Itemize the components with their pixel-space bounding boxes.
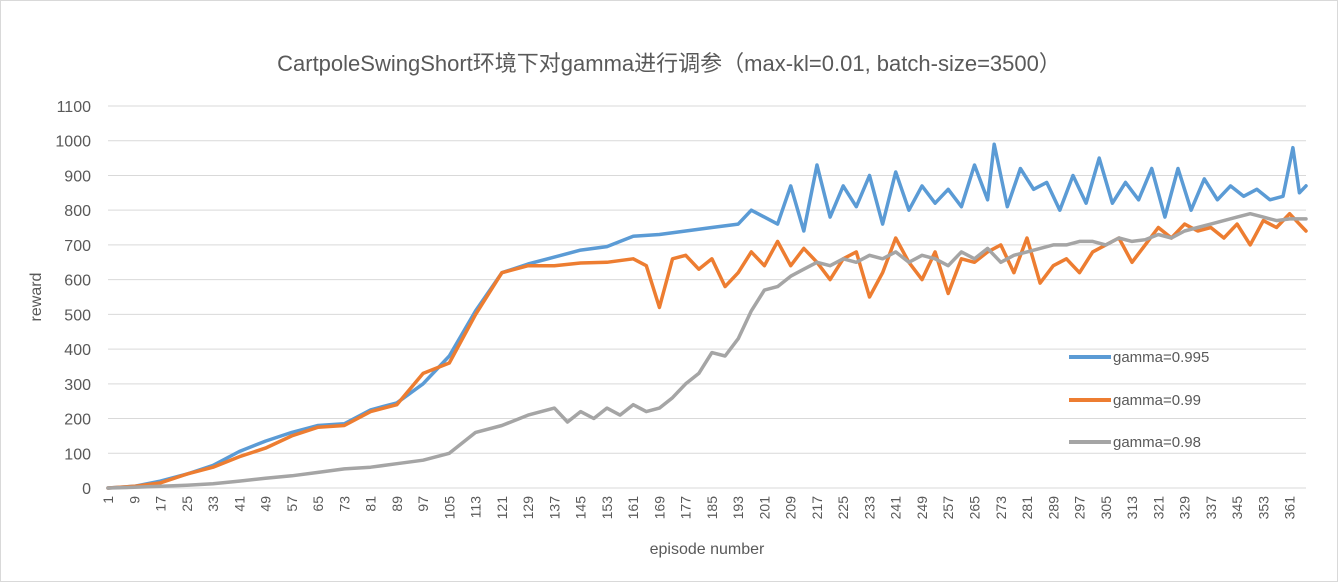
x-tick-label: 305 (1098, 496, 1114, 520)
y-axis-label: reward (28, 273, 45, 322)
x-tick-label: 121 (494, 496, 510, 520)
y-tick-label: 1100 (57, 99, 92, 116)
x-tick-label: 177 (678, 496, 694, 520)
x-tick-label: 113 (468, 496, 484, 519)
y-tick-label: 400 (64, 342, 91, 359)
x-tick-label: 185 (704, 496, 720, 520)
x-tick-label: 353 (1255, 496, 1271, 520)
x-tick-label: 9 (126, 496, 142, 504)
legend-label-2: gamma=0.98 (1113, 434, 1201, 451)
x-tick-label: 321 (1150, 496, 1166, 520)
x-tick-label: 97 (415, 496, 431, 512)
y-tick-label: 300 (64, 377, 91, 394)
x-tick-label: 217 (809, 496, 825, 520)
x-tick-label: 17 (153, 496, 169, 512)
x-tick-label: 265 (966, 496, 982, 520)
x-tick-label: 257 (940, 496, 956, 520)
x-tick-label: 129 (520, 496, 536, 520)
x-tick-label: 137 (546, 496, 562, 520)
y-tick-label: 600 (64, 273, 91, 290)
x-tick-label: 33 (205, 496, 221, 512)
y-tick-label: 500 (64, 307, 91, 324)
x-tick-label: 297 (1072, 496, 1088, 520)
y-tick-label: 800 (64, 203, 91, 220)
x-tick-label: 361 (1282, 496, 1298, 520)
x-tick-label: 249 (914, 496, 930, 520)
x-tick-label: 313 (1124, 496, 1140, 520)
y-tick-label: 100 (64, 446, 91, 463)
chart-title: CartpoleSwingShort环境下对gamma进行调参（max-kl=0… (277, 51, 1061, 76)
series-line-0 (106, 142, 1308, 490)
grid-lines (108, 105, 1306, 454)
y-axis-tick-labels: 0 100 200 300 400 500 600 700 800 900 1000 1100 (55, 99, 91, 498)
x-tick-label: 273 (993, 496, 1009, 520)
x-tick-label: 145 (573, 496, 589, 520)
y-tick-label: 700 (64, 238, 91, 255)
x-tick-label: 25 (179, 496, 195, 512)
x-tick-label: 233 (861, 496, 877, 520)
x-tick-label: 57 (284, 496, 300, 512)
y-tick-label: 0 (82, 481, 91, 498)
x-tick-label: 89 (389, 496, 405, 512)
y-tick-label: 900 (64, 168, 91, 185)
x-tick-label: 241 (888, 496, 904, 520)
x-tick-label: 1 (100, 496, 116, 504)
x-tick-label: 337 (1203, 496, 1219, 520)
x-tick-label: 281 (1019, 496, 1035, 520)
x-axis-label: episode number (650, 541, 765, 558)
x-tick-label: 193 (730, 496, 746, 520)
x-tick-label: 169 (651, 496, 667, 520)
series-lines (106, 142, 1308, 490)
x-tick-label: 161 (625, 496, 641, 520)
x-tick-label: 65 (310, 496, 326, 512)
x-tick-label: 41 (231, 496, 247, 512)
x-tick-label: 153 (599, 496, 615, 520)
legend-label-0: gamma=0.995 (1113, 349, 1209, 366)
y-tick-label: 1000 (55, 134, 91, 151)
x-tick-label: 81 (363, 496, 379, 512)
x-tick-label: 209 (783, 496, 799, 520)
x-axis-tick-labels: 1 9 17 25 33 41 49 57 65 73 81 89 97 105 113 121 129 137 1… (100, 496, 1298, 520)
x-tick-label: 73 (336, 496, 352, 512)
x-tick-label: 345 (1229, 496, 1245, 520)
x-tick-label: 49 (258, 496, 274, 512)
legend-label-1: gamma=0.99 (1113, 392, 1201, 409)
x-tick-label: 329 (1177, 496, 1193, 520)
series-line-2 (106, 211, 1308, 490)
x-tick-label: 105 (441, 496, 457, 520)
y-tick-label: 200 (64, 412, 91, 429)
x-tick-label: 201 (756, 496, 772, 520)
x-tick-label: 289 (1045, 496, 1061, 520)
legend: gamma=0.995 gamma=0.99 gamma=0.98 (1069, 349, 1209, 451)
x-tick-label: 225 (835, 496, 851, 520)
